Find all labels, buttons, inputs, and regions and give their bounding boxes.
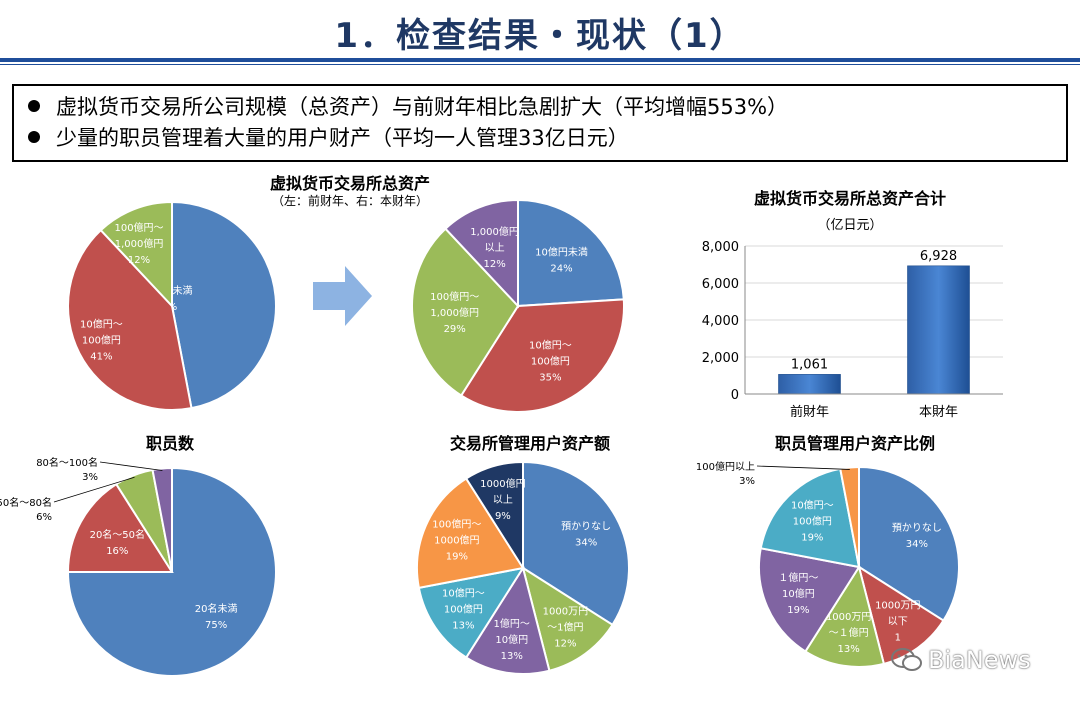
slice-label: 1,000億円以上 12% — [470, 225, 519, 270]
page-title: 1．检查结果・现状（1） — [334, 16, 746, 56]
slice-label: 20名未満 75% — [195, 602, 238, 631]
slice-label: １億円～ 10億円 19% — [778, 571, 818, 616]
slice-label: 100億円～ 1,000億円 29% — [430, 290, 479, 335]
pie-slice — [66, 466, 277, 677]
slice-label: 80名～100名 3% — [36, 456, 98, 483]
ratio-title: 职员管理用户资产比例 — [774, 434, 935, 453]
sum-title: 虚拟货币交易所总资产合计 — [753, 189, 946, 208]
slice-label: 1000万円～１億円 13% — [826, 612, 871, 655]
summary-box: 虚拟货币交易所公司规模（总资产）与前财年相比急剧扩大（平均增幅553%） 少量的… — [12, 84, 1068, 162]
slice-label: 100億円以上 3% — [696, 460, 755, 487]
pie-slice — [171, 200, 277, 410]
summary-line-1: 虚拟货币交易所公司规模（总资产）与前财年相比急剧扩大（平均增幅553%） — [28, 92, 1052, 123]
y-tick-label: 8,000 — [702, 240, 739, 255]
slice-label: 10億円未満 24% — [535, 246, 588, 275]
x-tick-label: 前財年 — [790, 404, 829, 420]
bullet-icon — [28, 131, 40, 143]
pie-slice — [758, 547, 861, 653]
pie-slice — [464, 460, 524, 572]
leader-line — [756, 465, 850, 470]
slice-label: 1000万円～1億円 12% — [543, 606, 588, 649]
pie-slice — [151, 466, 173, 573]
slice-label: 預かりなし 34% — [561, 520, 611, 548]
slice-label: 1000万円以下 1 — [875, 600, 920, 643]
bar-value-label: 1,061 — [791, 357, 828, 372]
summary-line-2: 少量的职员管理着大量的用户财产（平均一人管理33亿日元） — [28, 123, 1052, 154]
y-tick-label: 0 — [731, 388, 739, 403]
pie-slice — [417, 566, 526, 659]
slice-label: 100億円～ 1000億円 19% — [432, 517, 481, 562]
total-assets-title: 虚拟货币交易所总资产 — [269, 174, 430, 193]
slice-label: 10億円～ 100億円 35% — [529, 339, 572, 384]
watermark: BiaNews — [928, 646, 1031, 674]
pie-slice — [521, 565, 614, 672]
bar — [907, 265, 970, 395]
wechat-icon — [891, 648, 922, 671]
slice-label: 10億円～ 100億円 19% — [791, 498, 834, 543]
leader-line — [53, 476, 135, 503]
summary-text-1: 虚拟货币交易所公司规模（总资产）与前财年相比急剧扩大（平均增幅553%） — [56, 95, 789, 119]
y-tick-label: 4,000 — [702, 314, 739, 329]
bullet-icon — [28, 100, 40, 112]
title-rule — [0, 58, 1080, 62]
right-arrow-icon — [313, 266, 372, 326]
pie-chart-current-year: 10億円未満 24% 10億円～ 100億円 35% 100億円～ 1,000億円 29% 1,… — [411, 198, 625, 413]
bar-value-label: 6,928 — [920, 249, 957, 264]
managed-title: 交易所管理用户资产额 — [449, 434, 610, 453]
pie-slice — [411, 227, 520, 397]
bar — [778, 374, 841, 395]
pie-slice — [857, 564, 945, 666]
pie-chart-managed-assets: 預かりなし 34% 1000万円～1億円 12% 1億円～ 10億円 13%10億円～ 100… — [416, 460, 630, 675]
slice-label: 預かりなし 34% — [892, 522, 942, 550]
leader-line — [99, 461, 163, 471]
slice-label: 10億円～ 100億円 13% — [442, 587, 485, 632]
pie-slice — [444, 198, 519, 309]
pie-slice — [517, 198, 625, 308]
y-tick-label: 6,000 — [702, 277, 739, 292]
pie-slice — [759, 467, 861, 569]
total-assets-subtitle: （左：前财年、右：本财年） — [271, 194, 428, 208]
slice-label: 10億円～ 100億円 41% — [80, 317, 123, 362]
slice-label: 100億円～ 1,000億円 12% — [114, 221, 163, 266]
pie-slice — [459, 298, 625, 413]
sum-unit: （亿日元） — [817, 218, 883, 233]
y-tick-label: 2,000 — [702, 351, 739, 366]
summary-text-2: 少量的职员管理着大量的用户财产（平均一人管理33亿日元） — [56, 126, 629, 150]
slice-label: 1000億円以上 9% — [480, 477, 525, 522]
bar-chart-total-assets: 0 2,000 4,000 6,000 8,000 1,061 前財年 6,928 本財年 — [702, 240, 1003, 420]
title-rule-thin — [0, 64, 1080, 65]
staff-title: 职员数 — [145, 434, 194, 453]
pie-slice — [804, 564, 886, 668]
x-tick-label: 本財年 — [919, 405, 958, 420]
pie-slice — [464, 565, 551, 675]
slice-label: 20名～50名 16% — [90, 528, 145, 557]
pie-slice — [67, 228, 193, 411]
slice-label: 1億円～ 10億円 13% — [494, 617, 530, 662]
pie-slice — [66, 482, 174, 573]
slice-label: 50名～80名 6% — [0, 496, 52, 523]
pie-chart-staff: 20名未満 75% 20名～50名 16% 50名～80名 6% 80名～100名 3% — [0, 456, 277, 677]
pie-slice — [416, 477, 525, 590]
pie-slice — [99, 200, 173, 309]
